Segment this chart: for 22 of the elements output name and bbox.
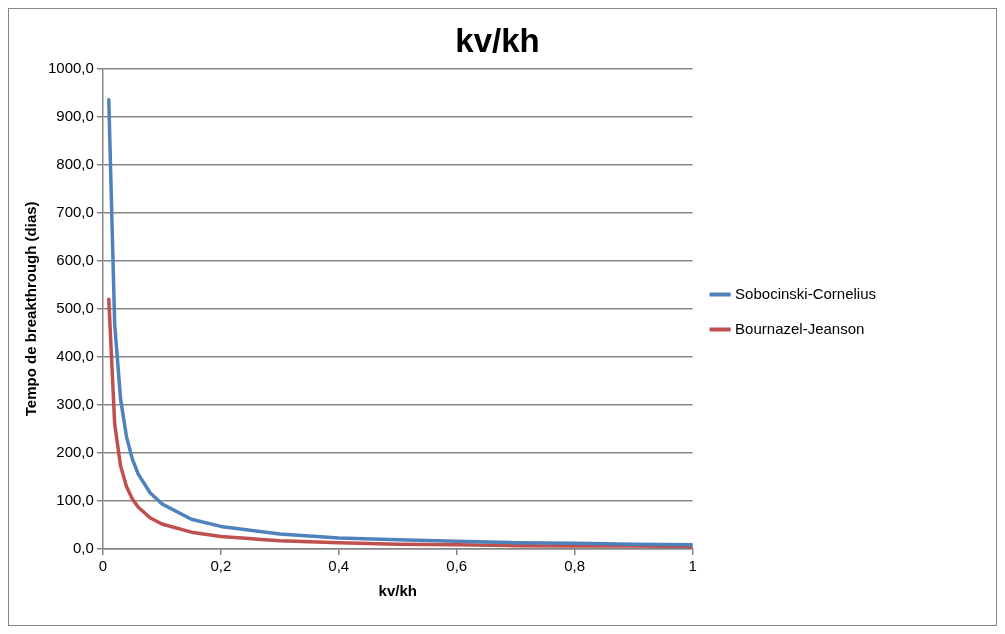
x-tick-label: 1 <box>688 557 697 575</box>
x-tick-label: 0,2 <box>210 557 232 575</box>
y-tick-label: 100,0 <box>56 491 94 509</box>
y-tick-label: 700,0 <box>56 202 94 220</box>
y-tick-label: 400,0 <box>56 346 94 364</box>
x-tick-label: 0,4 <box>328 557 350 575</box>
legend-label: Bournazel-Jeanson <box>735 319 865 337</box>
y-tick-label: 500,0 <box>56 298 94 316</box>
y-tick-label: 0,0 <box>73 539 94 557</box>
chart-title: kv/kh <box>455 21 540 59</box>
y-tick-label: 1000,0 <box>47 58 94 76</box>
y-tick-label: 800,0 <box>56 154 94 172</box>
x-tick-label: 0,8 <box>564 557 586 575</box>
x-tick-label: 0 <box>98 557 108 575</box>
x-axis-title: kv/kh <box>378 582 417 600</box>
y-tick-label: 300,0 <box>56 395 94 413</box>
legend-label: Sobocinski-Cornelius <box>735 284 877 302</box>
y-tick-label: 600,0 <box>56 250 94 268</box>
x-tick-label: 0,6 <box>446 557 468 575</box>
y-axis-title: Tempo de breakthrough (dias) <box>22 201 40 417</box>
y-tick-label: 200,0 <box>56 443 94 461</box>
y-tick-label: 900,0 <box>56 106 94 124</box>
